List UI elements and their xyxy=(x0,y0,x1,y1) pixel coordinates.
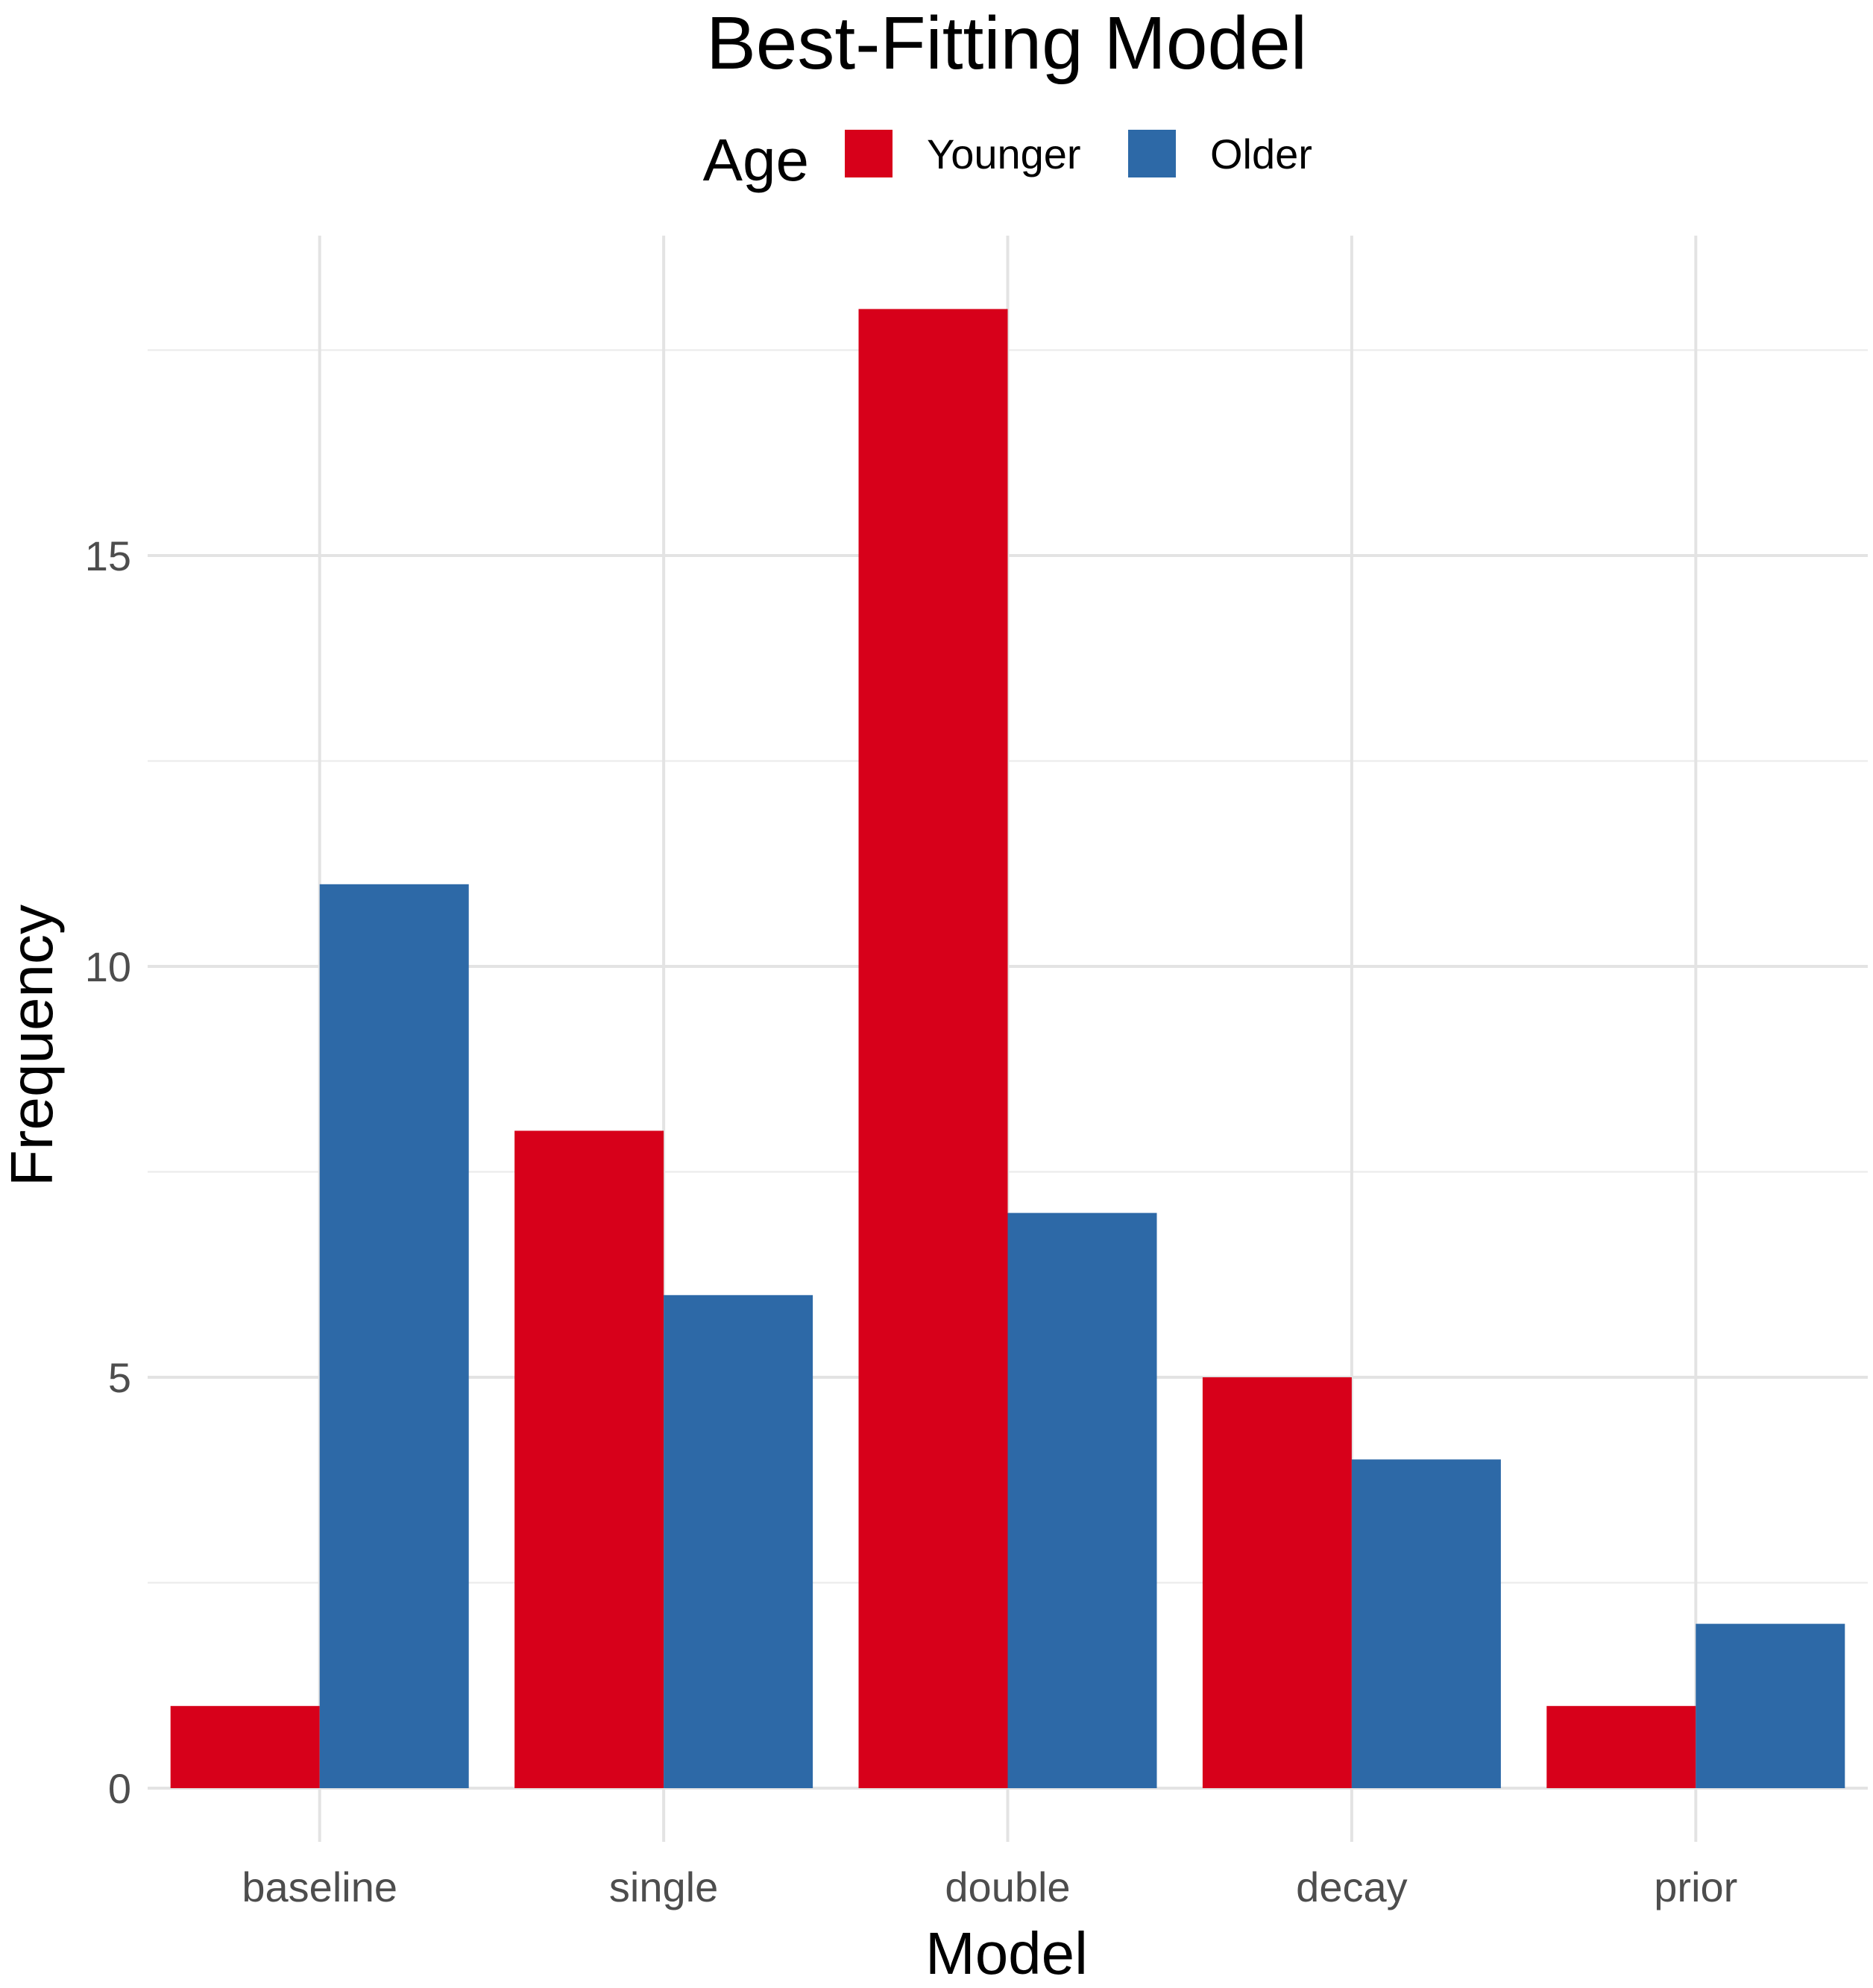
y-tick-label: 15 xyxy=(85,532,131,579)
x-tick-label-double: double xyxy=(945,1863,1070,1910)
legend-items: Younger Older xyxy=(845,130,1312,177)
bar-older-decay xyxy=(1351,1459,1501,1788)
bar-younger-double xyxy=(858,309,1008,1788)
bars xyxy=(170,309,1845,1788)
x-axis-ticks: baseline single double decay prior xyxy=(242,1863,1737,1910)
y-axis-ticks: 0 5 10 15 xyxy=(85,532,131,1812)
y-axis-label: Frequency xyxy=(0,905,65,1186)
bar-younger-prior xyxy=(1546,1705,1696,1788)
x-tick-label-single: single xyxy=(609,1863,718,1910)
bar-younger-single xyxy=(514,1130,664,1788)
legend-label-younger: Younger xyxy=(927,130,1081,177)
legend-item-older: Older xyxy=(1128,130,1312,177)
x-axis-label: Model xyxy=(925,1920,1088,1987)
x-tick-label-decay: decay xyxy=(1296,1863,1407,1910)
bar-older-prior xyxy=(1696,1623,1845,1788)
bar-older-single xyxy=(664,1295,813,1788)
legend-label-older: Older xyxy=(1210,130,1312,177)
x-tick-label-prior: prior xyxy=(1654,1863,1737,1910)
bar-younger-baseline xyxy=(170,1705,320,1788)
x-tick-label-baseline: baseline xyxy=(242,1863,397,1910)
bar-older-baseline xyxy=(319,884,469,1788)
y-tick-label: 5 xyxy=(108,1354,131,1401)
legend-title: Age xyxy=(703,127,809,193)
legend: Age Younger Older xyxy=(703,127,1312,193)
legend-item-younger: Younger xyxy=(845,130,1081,177)
y-tick-label: 0 xyxy=(108,1765,131,1812)
chart-title: Best-Fitting Model xyxy=(706,1,1307,85)
legend-key-older xyxy=(1128,130,1176,177)
bar-younger-decay xyxy=(1202,1377,1352,1788)
legend-key-younger xyxy=(845,130,893,177)
bar-older-double xyxy=(1007,1212,1157,1788)
y-tick-label: 10 xyxy=(85,943,131,990)
